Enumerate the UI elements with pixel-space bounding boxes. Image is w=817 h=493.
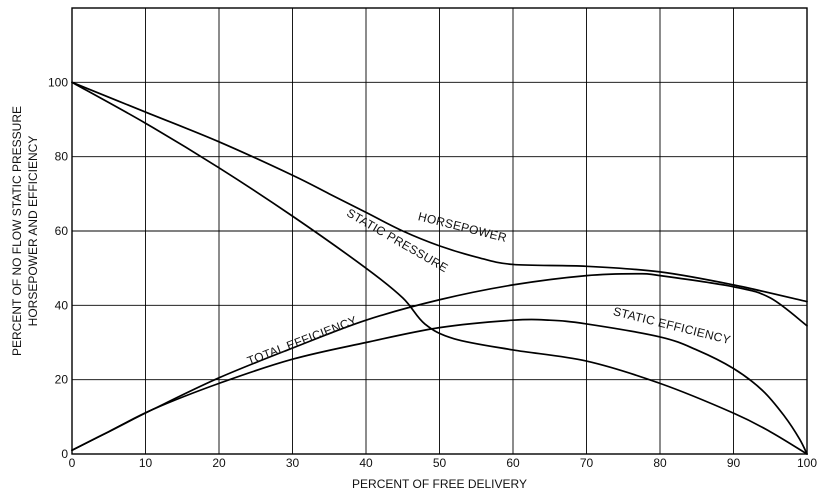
- x-tick-labels: 0 10 20 30 40 50 60 70 80 90 100: [69, 456, 817, 470]
- x-tick-label: 30: [286, 456, 300, 470]
- series-line-horsepower: [71, 81, 808, 303]
- x-tick-label: 80: [653, 456, 667, 470]
- y-axis-label-line-2: HORSEPOWER AND EFFICIENCY: [26, 136, 40, 327]
- series-line-static-pressure: [71, 81, 808, 455]
- series-layer: [71, 81, 808, 455]
- x-tick-label: 70: [580, 456, 594, 470]
- y-axis-label-line-1: PERCENT OF NO FLOW STATIC PRESSURE: [10, 106, 24, 356]
- x-tick-label: 50: [433, 456, 447, 470]
- curve-label-horsepower: HORSEPOWER: [417, 209, 509, 245]
- y-tick-label: 40: [55, 298, 69, 312]
- x-tick-label: 40: [359, 456, 373, 470]
- plot-frame: [71, 7, 808, 455]
- x-tick-label: 100: [797, 456, 817, 470]
- y-tick-label: 0: [61, 447, 68, 461]
- x-tick-label: 10: [139, 456, 153, 470]
- x-tick-label: 90: [727, 456, 741, 470]
- grid-lines: [72, 8, 807, 454]
- curve-label-total-efficiency: TOTAL EFFICIENCY: [245, 313, 359, 368]
- x-tick-label: 60: [506, 456, 520, 470]
- y-tick-labels: 0 20 40 60 80 100: [48, 75, 68, 461]
- y-axis-label: PERCENT OF NO FLOW STATIC PRESSURE HORSE…: [10, 106, 40, 356]
- x-tick-label: 0: [69, 456, 76, 470]
- series-line-static-efficiency: [71, 318, 808, 455]
- x-axis-label: PERCENT OF FREE DELIVERY: [352, 477, 527, 491]
- y-tick-label: 100: [48, 75, 68, 89]
- y-tick-label: 20: [55, 373, 69, 387]
- y-tick-label: 80: [55, 150, 69, 164]
- y-tick-label: 60: [55, 224, 69, 238]
- x-tick-label: 20: [212, 456, 226, 470]
